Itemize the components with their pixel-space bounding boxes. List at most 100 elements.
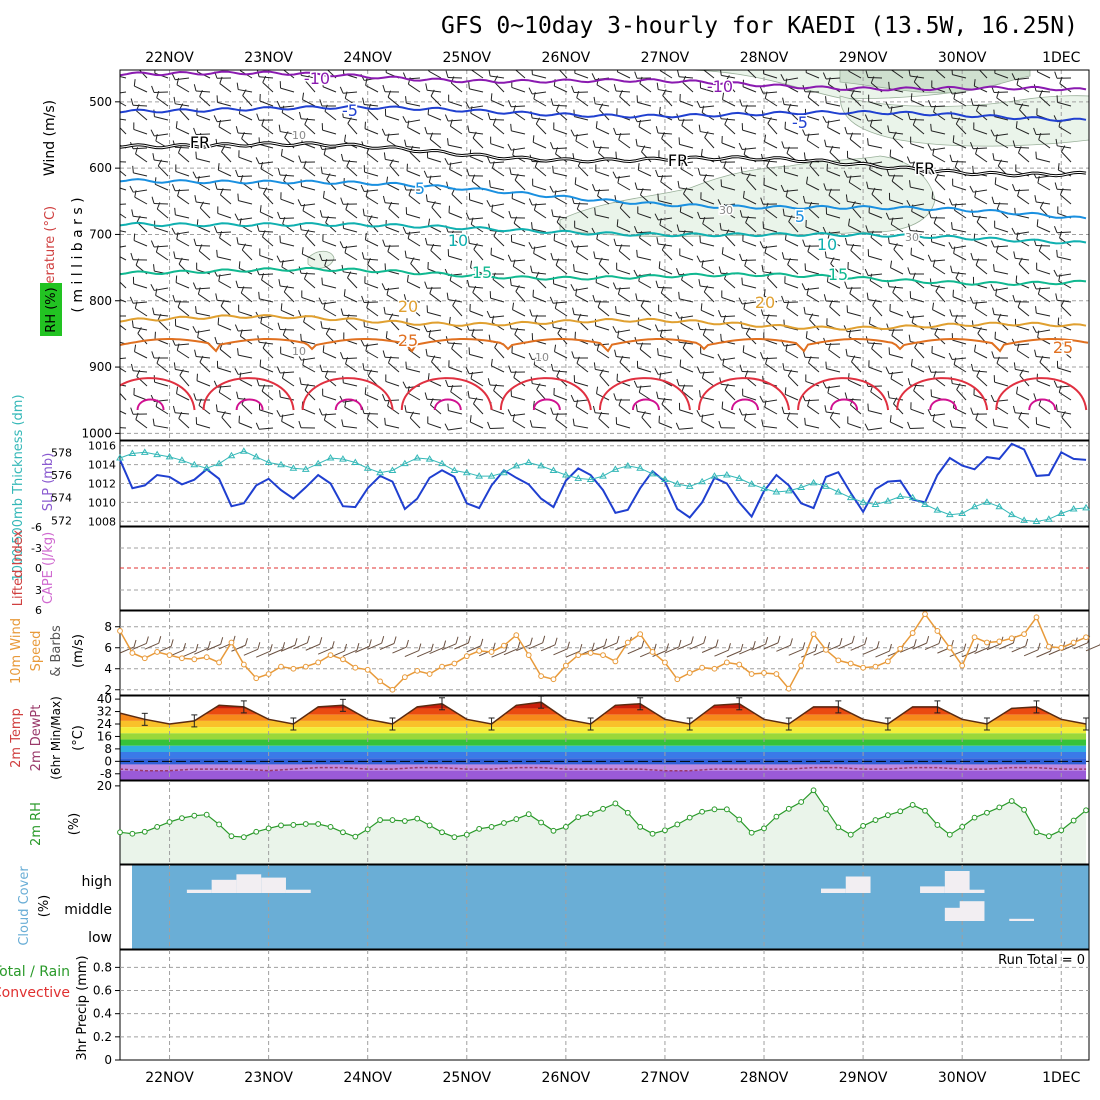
wind-barb-flag bbox=[933, 105, 937, 113]
wind-barb bbox=[762, 314, 778, 317]
wind-barb-flag bbox=[551, 320, 554, 328]
wind-barb-flag bbox=[933, 216, 938, 224]
wind-barb bbox=[993, 245, 1009, 248]
wind-barb bbox=[721, 203, 736, 207]
wind-barb bbox=[721, 408, 736, 415]
wind-barb-flag bbox=[550, 363, 554, 371]
wind-barb-flag bbox=[382, 84, 386, 92]
wind-barb-flag bbox=[990, 240, 995, 248]
wind-barb bbox=[872, 305, 883, 317]
rh2m-point bbox=[166, 819, 173, 825]
wind-barb-flag bbox=[908, 334, 911, 342]
wind-barb-flag bbox=[216, 249, 218, 257]
wind-barb-flag bbox=[702, 216, 706, 224]
wind-barb-flag bbox=[740, 166, 743, 174]
wind-barb bbox=[154, 116, 169, 121]
wind-barb-flag bbox=[239, 218, 242, 226]
wind-barb bbox=[429, 138, 442, 149]
dewpoint-line bbox=[119, 766, 1087, 772]
wind-barb-flag bbox=[302, 203, 306, 211]
wind-barb bbox=[847, 311, 862, 317]
wind-barb bbox=[784, 171, 799, 177]
wind-barb-flag bbox=[619, 90, 623, 97]
contour-label: 15 bbox=[472, 263, 492, 282]
wind10-point bbox=[884, 658, 891, 665]
wind10-barb bbox=[1011, 645, 1026, 653]
wind-barb bbox=[806, 294, 820, 303]
wind-barb bbox=[552, 147, 568, 150]
wind-barb bbox=[470, 421, 484, 429]
wind-barb bbox=[617, 225, 631, 233]
wind-barb bbox=[473, 403, 484, 415]
wind-barb-flag bbox=[928, 365, 932, 373]
wind-barb-flag bbox=[405, 96, 407, 104]
wind-barb bbox=[280, 198, 295, 205]
wind-barb bbox=[1057, 385, 1072, 388]
wind-barb bbox=[365, 393, 379, 401]
wind-barb bbox=[1015, 412, 1030, 415]
wind-barb bbox=[133, 172, 148, 177]
wind-barb bbox=[868, 212, 883, 219]
wind-barb bbox=[534, 166, 547, 177]
wind10-barb-flag bbox=[145, 636, 149, 644]
wind-barb bbox=[448, 410, 463, 415]
wind-barb-flag bbox=[995, 288, 998, 296]
wind-barb-flag bbox=[151, 351, 155, 359]
wind-barb-flag bbox=[700, 148, 703, 156]
wind-barb bbox=[532, 228, 547, 233]
contour-label: -10 bbox=[304, 69, 330, 88]
thickness-point bbox=[1007, 510, 1016, 518]
contour-label: FR bbox=[915, 159, 935, 178]
wind10-barb-flag bbox=[889, 643, 892, 652]
wind-barb bbox=[910, 297, 925, 303]
wind-barb bbox=[553, 283, 568, 289]
wind-barb bbox=[658, 200, 673, 205]
wind-barb-flag bbox=[866, 181, 869, 189]
wind-barb bbox=[408, 83, 421, 93]
wind-barb bbox=[765, 209, 778, 219]
wind-barb-flag bbox=[807, 244, 811, 252]
temp2m-tick-label: 40 bbox=[97, 692, 112, 706]
temp2m-tick-label: 24 bbox=[97, 717, 112, 731]
contour-label: -5 bbox=[342, 101, 358, 120]
precip-tick-label: 0.6 bbox=[93, 984, 112, 998]
wind-barb-flag bbox=[931, 191, 934, 199]
rh2m-point bbox=[562, 823, 569, 830]
wind-barb-flag bbox=[429, 132, 434, 140]
wind-barb bbox=[1015, 282, 1030, 289]
wind-barb bbox=[511, 198, 526, 205]
wind-barb-flag bbox=[885, 212, 890, 220]
wind10-point bbox=[785, 685, 792, 692]
wind-barb-flag bbox=[381, 283, 386, 290]
wind-barb-flag bbox=[298, 420, 302, 428]
wind-barb-flag bbox=[660, 174, 664, 182]
wind-barb bbox=[933, 111, 946, 121]
wind-barb bbox=[301, 185, 316, 191]
wind-barb bbox=[637, 385, 652, 388]
wind-barb-flag bbox=[260, 161, 264, 169]
wind-barb bbox=[995, 140, 1009, 149]
wind-barb bbox=[511, 352, 526, 359]
thickness-point bbox=[970, 502, 979, 510]
wind-barb bbox=[1058, 391, 1072, 401]
thickness-point bbox=[438, 459, 446, 467]
wind-barb-flag bbox=[996, 202, 1001, 210]
wind-barb-flag bbox=[344, 91, 348, 99]
rh2m-point bbox=[897, 808, 904, 815]
wind-barb-flag bbox=[782, 97, 785, 105]
wind-barb-flag bbox=[529, 420, 533, 428]
wind-barb bbox=[616, 175, 631, 179]
wind-barb bbox=[743, 351, 757, 359]
cloud-bar bbox=[236, 874, 262, 893]
wind-barb bbox=[134, 307, 148, 317]
wind-barb bbox=[238, 422, 253, 429]
rh2m-point bbox=[426, 822, 433, 829]
contour-35-arc bbox=[1028, 398, 1057, 411]
wind-barb-flag bbox=[131, 209, 134, 217]
top-date-label: 24NOV bbox=[343, 50, 392, 66]
wind-barb bbox=[242, 95, 253, 107]
wind-barb-flag bbox=[633, 380, 638, 388]
wind-barb-flag bbox=[763, 289, 766, 297]
wind-barb-flag bbox=[557, 327, 562, 334]
wind10-barb-flag bbox=[405, 639, 409, 648]
